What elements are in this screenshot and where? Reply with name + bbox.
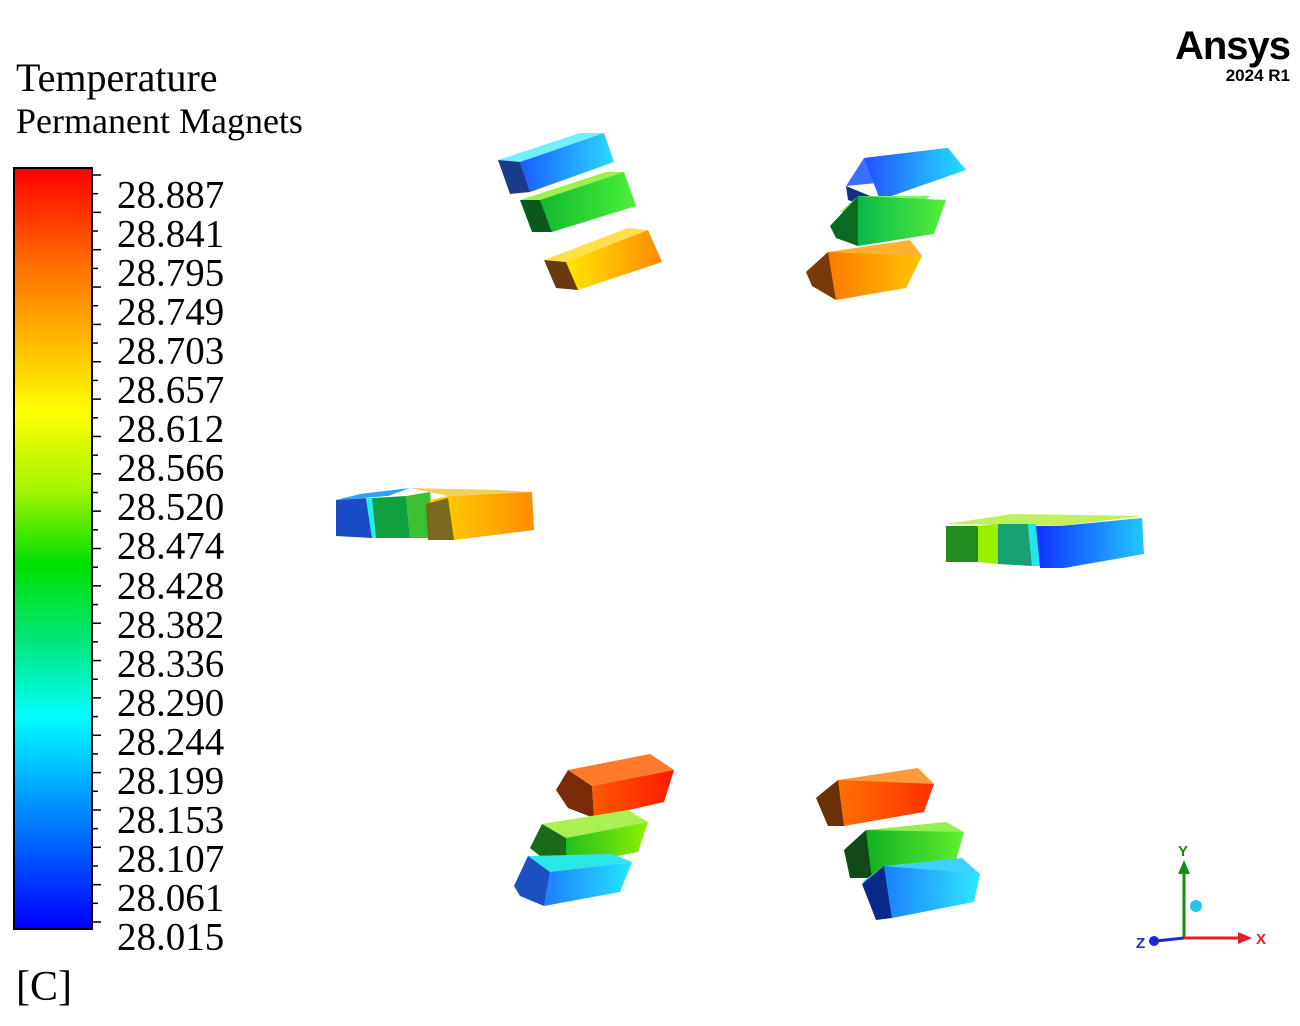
axis-triad: Y X Z <box>1136 843 1266 952</box>
color-bar-label: 28.015 <box>117 915 225 959</box>
x-axis-label: X <box>1256 931 1266 948</box>
color-bar-label: 28.657 <box>117 368 225 412</box>
z-axis-label: Z <box>1136 935 1145 952</box>
color-bar-label: 28.153 <box>117 798 225 842</box>
brand-logo: Ansys 2024 R1 <box>1174 24 1291 86</box>
color-bar <box>13 167 93 930</box>
magnet-group-top-right <box>806 148 966 300</box>
z-axis-line <box>1155 936 1185 943</box>
color-bar-label: 28.703 <box>117 329 225 373</box>
magnet-group-bottom-left <box>514 754 674 906</box>
color-bar-label: 28.336 <box>117 642 225 686</box>
legend-title: Temperature <box>16 55 218 100</box>
color-bar-label: 28.199 <box>117 759 225 803</box>
magnet-block <box>862 858 980 920</box>
magnet-block <box>520 172 636 232</box>
magnet-group-bottom-right <box>816 768 980 920</box>
z-axis-arrow-icon <box>1149 936 1159 946</box>
color-bar-ticks <box>93 174 101 923</box>
brand-version: 2024 R1 <box>1225 66 1290 85</box>
legend-subtitle: Permanent Magnets <box>16 101 303 141</box>
brand-name: Ansys <box>1174 24 1291 68</box>
x-axis-arrow-icon <box>1238 932 1252 944</box>
color-bar-label: 28.428 <box>117 564 225 608</box>
magnet-block <box>816 768 934 826</box>
magnet-block <box>830 196 946 246</box>
magnet-group-right <box>946 514 1144 568</box>
color-bar-label: 28.566 <box>117 446 225 490</box>
color-bar-label: 28.887 <box>117 173 225 217</box>
magnet-block <box>806 240 922 300</box>
color-bar-label: 28.612 <box>117 407 225 451</box>
color-bar-label: 28.749 <box>117 290 225 334</box>
magnet-group-left <box>336 488 534 540</box>
view-sphere-icon <box>1190 900 1202 912</box>
color-bar-label: 28.474 <box>117 524 225 568</box>
magnet-block <box>556 754 674 818</box>
magnet-block <box>514 854 632 906</box>
y-axis-label: Y <box>1178 843 1188 860</box>
color-bar-label: 28.061 <box>117 876 225 920</box>
color-bar-labels: 28.887 28.841 28.795 28.749 28.703 28.657 28.6… <box>117 0 317 1026</box>
y-axis-arrow-icon <box>1178 860 1190 874</box>
color-bar-label: 28.795 <box>117 251 225 295</box>
color-bar-label: 28.382 <box>117 603 225 647</box>
magnet-group-top-left <box>498 133 662 290</box>
color-bar-label: 28.841 <box>117 212 225 256</box>
color-bar-label: 28.244 <box>117 720 225 764</box>
color-bar-label: 28.290 <box>117 681 225 725</box>
magnet-block <box>544 228 662 290</box>
legend-units: [C] <box>16 964 72 1010</box>
color-bar-label: 28.520 <box>117 485 225 529</box>
magnet-block <box>498 133 614 194</box>
color-bar-label: 28.107 <box>117 837 225 881</box>
